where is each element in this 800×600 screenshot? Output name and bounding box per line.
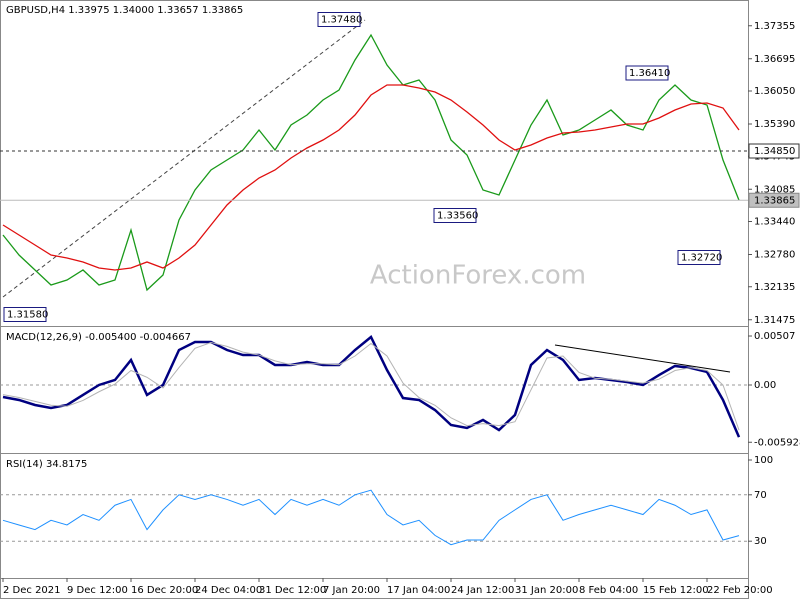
frame [0,0,749,599]
y-tick-label: 1.32135 [754,282,795,293]
price-annotation: 1.32720 [681,253,722,264]
x-tick-label: 31 Jan 20:00 [515,585,578,596]
y-tick-label: 0.00507 [754,331,795,342]
rsi-title: RSI(14) 34.8175 [6,459,87,470]
x-tick-label: 16 Dec 20:00 [131,585,198,596]
level-tag [748,143,800,159]
series-line [2,33,740,292]
y-tick-label: 0.00 [754,380,776,391]
y-tick-label: 1.37355 [754,21,795,32]
x-tick-label: 7 Jan 20:00 [323,585,380,596]
x-tick-label: 9 Dec 12:00 [67,585,128,596]
x-tick-label: 22 Feb 20:00 [707,585,773,596]
y-tick-label: -0.005928 [754,437,800,448]
series-line [2,84,740,271]
x-tick-label: 8 Feb 04:00 [579,585,638,596]
trend-line [2,19,366,298]
price-annotation-box [677,250,721,265]
price-annotation-box [317,12,361,27]
macd-title: MACD(12,26,9) -0.005400 -0.004667 [6,332,191,343]
y-tick-label: 30 [754,536,767,547]
y-tick-label: 1.32780 [754,250,795,261]
y-tick-label: 1.31475 [754,315,795,326]
price-annotation-box [433,208,477,223]
y-tick-label: 1.34085 [754,184,795,195]
y-tick-label: 1.36695 [754,54,795,65]
x-tick-label: 24 Jan 12:00 [451,585,514,596]
price-title: GBPUSD,H4 1.33975 1.34000 1.33657 1.3386… [6,5,243,16]
series-line [2,489,740,546]
y-tick-label: 1.35390 [754,119,795,130]
x-tick-label: 17 Jan 04:00 [387,585,450,596]
y-tick-label: 100 [754,455,773,466]
last-price-label: 1.33865 [754,195,795,206]
series-line [2,335,741,438]
watermark: ActionForex.com [370,261,586,291]
y-tick-label: 1.36050 [754,86,795,97]
price-annotation-box [3,307,47,322]
price-annotation: 1.33560 [437,211,478,222]
x-tick-label: 31 Dec 12:00 [259,585,326,596]
last-price-tag [748,192,800,208]
level-label: 1.34850 [754,146,795,157]
price-annotation: 1.37480 [321,15,362,26]
x-tick-label: 2 Dec 2021 [3,585,61,596]
price-annotation: 1.31580 [7,310,48,321]
series-line [2,341,740,431]
y-tick-label: 70 [754,490,767,501]
y-tick-label: 1.33440 [754,217,795,228]
price-annotation: 1.36410 [629,68,670,79]
price-annotation-box [625,65,669,81]
x-tick-label: 24 Dec 04:00 [195,585,262,596]
x-tick-label: 15 Feb 12:00 [643,585,709,596]
trend-line [554,344,731,373]
